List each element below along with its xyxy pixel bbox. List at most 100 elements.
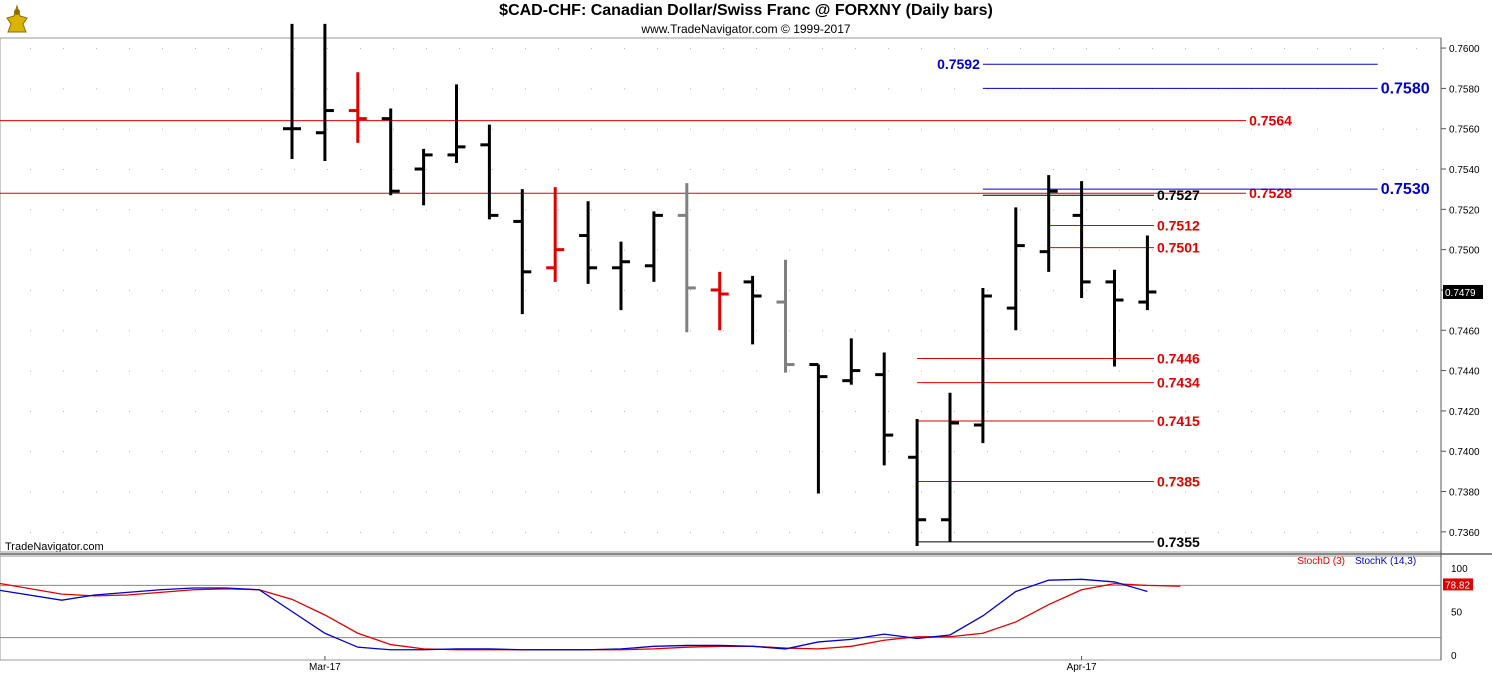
grid-dot — [162, 88, 163, 90]
grid-dot — [1152, 128, 1153, 130]
grid-dot — [1020, 169, 1021, 171]
grid-dot — [1053, 451, 1054, 453]
grid-dot — [1317, 289, 1318, 291]
ohlc-bar — [743, 275, 762, 345]
grid-dot — [525, 249, 526, 251]
grid-dot — [327, 410, 328, 412]
grid-dot — [393, 330, 394, 332]
grid-dot — [624, 169, 625, 171]
grid-dot — [1416, 169, 1417, 171]
grid-dot — [558, 289, 559, 291]
grid-dots — [30, 48, 1417, 533]
grid-dot — [96, 370, 97, 372]
grid-dot — [1350, 289, 1351, 291]
grid-dot — [1020, 370, 1021, 372]
grid-dot — [591, 249, 592, 251]
grid-dot — [1416, 451, 1417, 453]
grid-dot — [690, 169, 691, 171]
grid-dot — [426, 491, 427, 493]
grid-dot — [162, 128, 163, 130]
last-price-label: 0.7479 — [1445, 288, 1476, 299]
grid-dot — [1350, 330, 1351, 332]
grid-dot — [1383, 209, 1384, 211]
grid-dot — [228, 249, 229, 251]
ohlc-bar — [348, 72, 367, 143]
grid-dot — [1185, 169, 1186, 171]
grid-dot — [261, 48, 262, 50]
grid-dot — [855, 209, 856, 211]
ohlc-bar — [1105, 269, 1124, 367]
grid-dot — [1086, 169, 1087, 171]
grid-dot — [129, 249, 130, 251]
grid-dot — [1383, 88, 1384, 90]
grid-dot — [1350, 491, 1351, 493]
grid-dot — [987, 491, 988, 493]
grid-dot — [63, 209, 64, 211]
grid-dot — [1284, 370, 1285, 372]
grid-dot — [1152, 491, 1153, 493]
grid-dot — [525, 330, 526, 332]
grid-dot — [756, 370, 757, 372]
grid-dot — [1218, 209, 1219, 211]
stoch-series-line — [0, 578, 1148, 651]
grid-dot — [162, 330, 163, 332]
grid-dot — [30, 289, 31, 291]
grid-dot — [723, 209, 724, 211]
grid-dot — [756, 491, 757, 493]
ohlc-bar — [381, 108, 400, 196]
grid-dot — [1119, 48, 1120, 50]
grid-dot — [921, 531, 922, 533]
grid-dot — [987, 128, 988, 130]
y-tick-label: 0.7560 — [1449, 125, 1480, 136]
grid-dot — [657, 209, 658, 211]
grid-dot — [723, 249, 724, 251]
grid-dot — [30, 128, 31, 130]
grid-dot — [327, 451, 328, 453]
grid-dot — [327, 330, 328, 332]
grid-dot — [162, 370, 163, 372]
grid-dot — [1218, 491, 1219, 493]
grid-dot — [1020, 249, 1021, 251]
grid-dot — [96, 249, 97, 251]
grid-dot — [1416, 330, 1417, 332]
grid-dot — [723, 491, 724, 493]
grid-dot — [855, 451, 856, 453]
grid-dot — [756, 169, 757, 171]
level-label: 0.7355 — [1157, 534, 1200, 550]
grid-dot — [954, 209, 955, 211]
ohlc-bar — [414, 148, 433, 206]
grid-dot — [723, 330, 724, 332]
grid-dot — [822, 128, 823, 130]
grid-dot — [96, 451, 97, 453]
y-tick-label: 0.7460 — [1449, 326, 1480, 337]
grid-dot — [30, 491, 31, 493]
grid-dot — [294, 451, 295, 453]
grid-dot — [1416, 88, 1417, 90]
grid-dot — [690, 209, 691, 211]
grid-dot — [690, 451, 691, 453]
grid-dot — [228, 330, 229, 332]
grid-dot — [63, 370, 64, 372]
grid-dot — [393, 209, 394, 211]
grid-dot — [723, 169, 724, 171]
grid-dot — [1383, 451, 1384, 453]
grid-dot — [96, 289, 97, 291]
y-tick-label: 0.7380 — [1449, 488, 1480, 499]
grid-dot — [525, 531, 526, 533]
grid-dot — [1284, 410, 1285, 412]
grid-dot — [558, 451, 559, 453]
ohlc-bar — [579, 201, 598, 284]
grid-dot — [30, 330, 31, 332]
grid-dot — [624, 249, 625, 251]
grid-dot — [1251, 169, 1252, 171]
stoch-series-line — [0, 582, 1181, 651]
grid-dot — [921, 48, 922, 50]
grid-dot — [459, 48, 460, 50]
grid-dot — [96, 48, 97, 50]
grid-dot — [1251, 451, 1252, 453]
grid-dot — [888, 410, 889, 412]
level-label: 0.7564 — [1249, 113, 1292, 129]
grid-dot — [1251, 128, 1252, 130]
grid-dot — [459, 169, 460, 171]
